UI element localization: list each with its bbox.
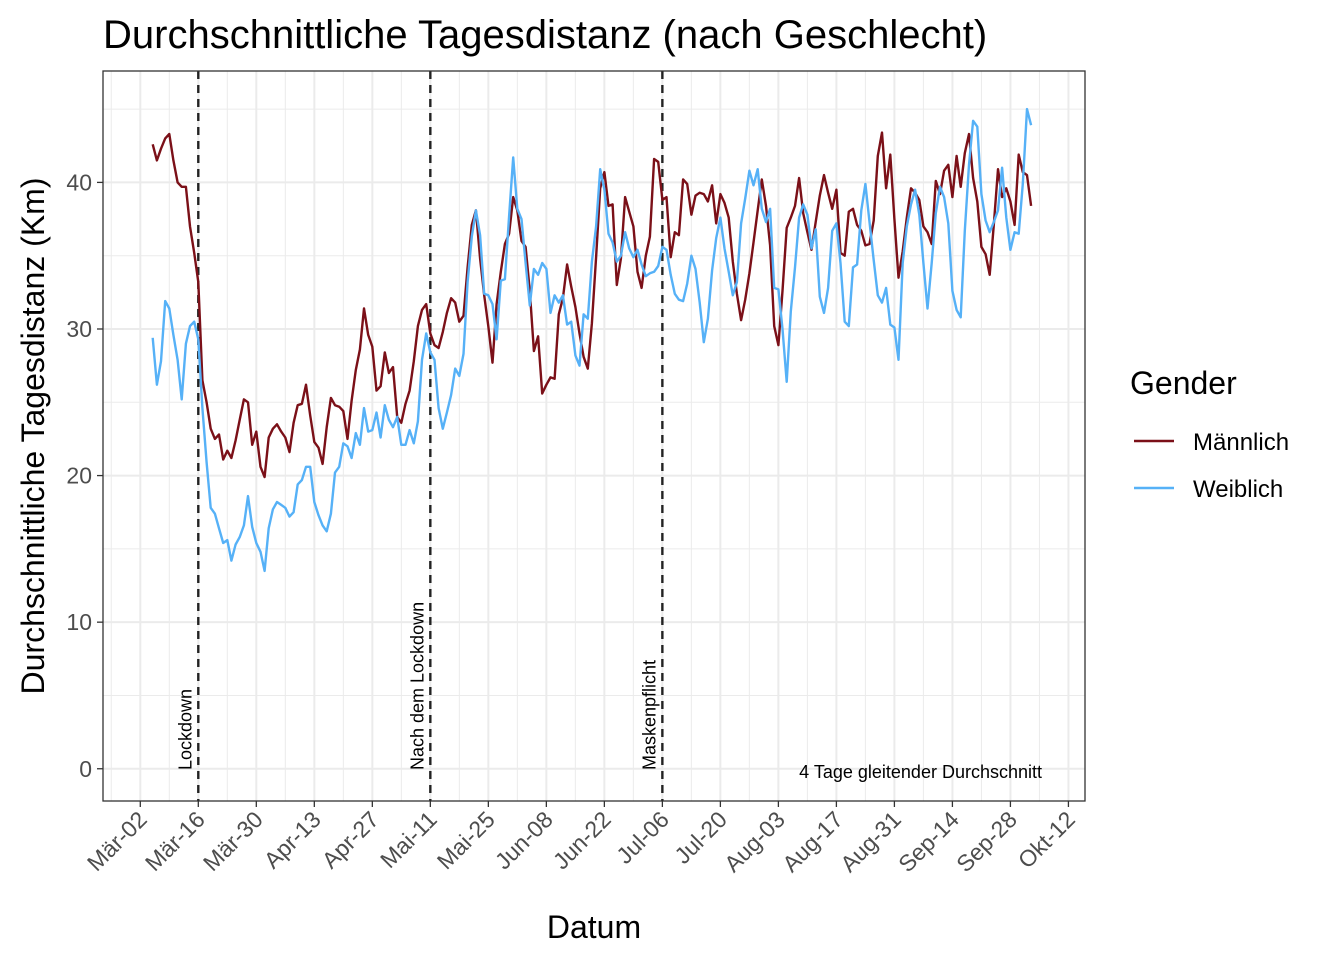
event-label: Maskenpflicht: [639, 660, 659, 770]
x-tick-label: Sep-28: [951, 806, 1022, 877]
x-tick-label: Mai-25: [432, 806, 500, 874]
y-tick-label: 40: [66, 169, 92, 195]
legend-label-maennlich: Männlich: [1193, 429, 1289, 456]
x-tick-label: Mär-16: [140, 806, 210, 876]
series-layer: [151, 107, 1033, 573]
x-tick-label: Apr-27: [317, 806, 384, 873]
chart-title: Durchschnittliche Tagesdistanz (nach Ges…: [103, 13, 987, 57]
series-line-1: [151, 107, 1033, 573]
x-tick-label: Aug-17: [777, 806, 848, 877]
x-tick-label: Mai-11: [375, 806, 442, 873]
smoothing-note: 4 Tage gleitender Durchschnitt: [799, 762, 1042, 782]
x-tick-label: Mär-02: [82, 806, 152, 876]
x-tick-label: Jun-08: [490, 806, 558, 874]
x-tick-label: Okt-12: [1013, 806, 1080, 873]
y-axis: 0 10 20 30 40: [66, 169, 103, 782]
legend-label-weiblich: Weiblich: [1193, 476, 1283, 503]
y-tick-label: 20: [66, 463, 92, 489]
x-tick-label: Jun-22: [548, 806, 616, 874]
x-tick-label: Apr-13: [259, 806, 326, 873]
legend: Gender Männlich Weiblich: [1130, 365, 1289, 503]
x-tick-label: Aug-03: [719, 806, 790, 877]
x-tick-label: Aug-31: [835, 806, 906, 877]
event-lines: Lockdown Nach dem Lockdown Maskenpflicht: [175, 71, 664, 801]
minor-grid: [103, 71, 1085, 801]
x-axis-title: Datum: [547, 909, 641, 945]
x-tick-label: Mär-30: [198, 806, 268, 876]
event-label: Nach dem Lockdown: [407, 602, 427, 770]
x-tick-label: Jul-06: [611, 806, 674, 869]
y-tick-label: 10: [66, 609, 92, 635]
x-axis: Mär-02Mär-16Mär-30Apr-13Apr-27Mai-11Mai-…: [82, 801, 1080, 877]
plot-panel-border: [102, 70, 1086, 802]
x-tick-label: Sep-14: [893, 806, 964, 877]
y-axis-title: Durchschnittliche Tagesdistanz (Km): [15, 178, 51, 695]
series-line-0: [151, 131, 1033, 479]
y-tick-label: 30: [66, 316, 92, 342]
y-tick-label: 0: [79, 756, 92, 782]
legend-title: Gender: [1130, 365, 1237, 401]
event-label: Lockdown: [175, 689, 195, 770]
